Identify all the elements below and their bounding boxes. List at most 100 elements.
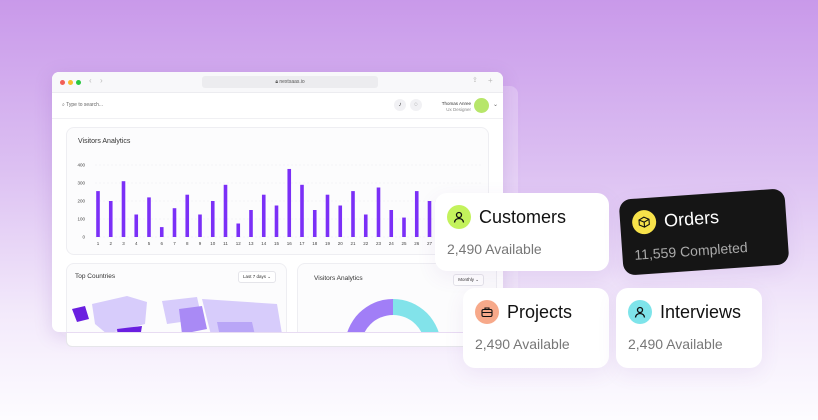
period-select[interactable]: Last 7 days ⌄ bbox=[237, 271, 276, 283]
x-tick-label: 27 bbox=[427, 241, 433, 246]
stat-label: Orders bbox=[663, 206, 720, 231]
x-tick-label: 9 bbox=[199, 241, 202, 246]
avatar[interactable] bbox=[474, 98, 489, 113]
user-icon bbox=[447, 205, 471, 229]
x-tick-label: 24 bbox=[389, 241, 395, 246]
forward-icon[interactable]: › bbox=[100, 76, 103, 85]
card-title: Visitors Analytics bbox=[314, 275, 363, 282]
url-text: nextsaas.io bbox=[279, 79, 305, 85]
y-tick-label: 100 bbox=[77, 217, 85, 222]
search-input[interactable]: ⌕ Type to search... bbox=[62, 102, 103, 108]
bar bbox=[172, 208, 177, 237]
back-icon[interactable]: ‹ bbox=[89, 76, 92, 85]
message-icon[interactable]: ◌ bbox=[410, 99, 422, 111]
bar bbox=[300, 184, 304, 237]
x-tick-label: 13 bbox=[248, 241, 254, 246]
x-tick-label: 6 bbox=[160, 241, 163, 246]
x-tick-label: 2 bbox=[109, 241, 112, 246]
share-icon[interactable]: ⇪ bbox=[472, 77, 478, 84]
x-tick-label: 15 bbox=[274, 241, 280, 246]
x-tick-label: 14 bbox=[261, 241, 267, 246]
x-tick-label: 20 bbox=[338, 241, 344, 246]
world-map bbox=[72, 296, 282, 332]
x-tick-label: 4 bbox=[135, 241, 138, 246]
close-window-button[interactable] bbox=[60, 80, 65, 85]
period-select[interactable]: Monthly ⌄ bbox=[453, 274, 484, 286]
user-role: Ux Designer bbox=[446, 107, 471, 112]
bar bbox=[414, 191, 419, 237]
stat-value: 11,559 Completed bbox=[633, 239, 749, 263]
dashboard-bottom-edge bbox=[66, 333, 490, 347]
donut-segment-purple bbox=[347, 299, 393, 332]
x-tick-label: 8 bbox=[186, 241, 189, 246]
search-icon: ⌕ bbox=[62, 102, 65, 108]
visitors-chart-card: Visitors Analytics 0 100 200 300 400 1 2 3 4 5 6 7 8… bbox=[66, 127, 489, 255]
top-countries-card: Top Countries Last 7 days ⌄ bbox=[66, 263, 287, 332]
card-title: Top Countries bbox=[75, 273, 116, 280]
x-tick-label: 3 bbox=[122, 241, 125, 246]
x-tick-label: 19 bbox=[325, 241, 331, 246]
bar bbox=[236, 223, 241, 237]
app-topbar: ⌕ Type to search... ♪ ◌ Thomas Anree Ux D… bbox=[52, 93, 503, 119]
address-bar[interactable]: 🔒︎ nextsaas.io bbox=[202, 76, 378, 88]
new-tab-icon[interactable]: + bbox=[488, 76, 493, 85]
bar bbox=[210, 201, 215, 237]
chart-title: Visitors Analytics bbox=[78, 138, 131, 145]
chevron-down-icon[interactable]: ⌄ bbox=[492, 102, 498, 108]
box-icon bbox=[631, 209, 657, 235]
bar bbox=[274, 205, 279, 237]
x-tick-label: 7 bbox=[173, 241, 176, 246]
bar bbox=[312, 210, 317, 237]
y-tick-label: 300 bbox=[77, 181, 85, 186]
stat-label: Interviews bbox=[660, 302, 742, 322]
bar bbox=[159, 227, 164, 237]
bar bbox=[427, 201, 432, 237]
stat-value: 2,490 Available bbox=[475, 336, 570, 352]
bar bbox=[363, 214, 368, 237]
bar bbox=[338, 205, 343, 237]
bar bbox=[147, 197, 151, 237]
stat-card-orders[interactable]: Orders 11,559 Completed bbox=[618, 188, 790, 276]
bar bbox=[223, 184, 228, 237]
x-tick-label: 5 bbox=[148, 241, 151, 246]
donut-segment-cyan bbox=[393, 299, 439, 332]
user-icon bbox=[628, 300, 652, 324]
bar bbox=[198, 214, 202, 237]
bar bbox=[249, 210, 253, 237]
x-tick-label: 26 bbox=[414, 241, 420, 246]
bar bbox=[376, 187, 381, 237]
x-tick-label: 23 bbox=[376, 241, 382, 246]
bar bbox=[389, 210, 394, 237]
x-tick-label: 16 bbox=[287, 241, 293, 246]
stat-value: 2,490 Available bbox=[447, 241, 542, 257]
browser-titlebar: ‹ › 🔒︎ nextsaas.io ⇪ + bbox=[52, 72, 503, 93]
y-tick-label: 0 bbox=[82, 235, 85, 240]
bar bbox=[287, 168, 292, 237]
stat-card-interviews[interactable]: Interviews 2,490 Available bbox=[616, 288, 762, 368]
bell-icon[interactable]: ♪ bbox=[394, 99, 406, 111]
stat-card-customers[interactable]: Customers 2,490 Available bbox=[435, 193, 609, 271]
x-tick-label: 25 bbox=[401, 241, 407, 246]
stat-label: Projects bbox=[507, 302, 573, 322]
stat-value: 2,490 Available bbox=[628, 336, 723, 352]
bar bbox=[261, 194, 266, 237]
bar bbox=[325, 194, 330, 237]
bar bbox=[96, 191, 100, 237]
x-tick-label: 17 bbox=[299, 241, 305, 246]
x-tick-label: 1 bbox=[97, 241, 100, 246]
x-tick-label: 22 bbox=[363, 241, 369, 246]
minimize-window-button[interactable] bbox=[68, 80, 73, 85]
user-name: Thomas Anree bbox=[441, 101, 471, 106]
y-tick-label: 200 bbox=[77, 199, 85, 204]
x-tick-label: 10 bbox=[210, 241, 216, 246]
maximize-window-button[interactable] bbox=[76, 80, 81, 85]
stat-card-projects[interactable]: Projects 2,490 Available bbox=[463, 288, 609, 368]
bar bbox=[185, 194, 190, 237]
user-info[interactable]: Thomas Anree Ux Designer bbox=[442, 101, 471, 113]
x-tick-label: 21 bbox=[350, 241, 356, 246]
bar bbox=[351, 191, 355, 237]
bar bbox=[402, 217, 406, 237]
bar bbox=[108, 201, 113, 237]
y-tick-label: 400 bbox=[77, 163, 85, 168]
